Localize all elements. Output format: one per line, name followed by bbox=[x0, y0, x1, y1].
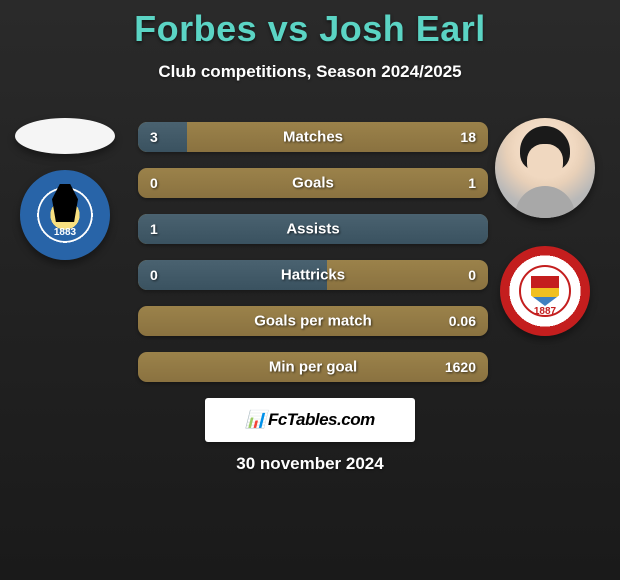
right-column bbox=[490, 118, 600, 336]
stat-label: Goals bbox=[292, 175, 334, 192]
player-left-placeholder bbox=[15, 118, 115, 154]
stat-row-min-per-goal: Min per goal 1620 bbox=[138, 352, 488, 382]
stat-label: Goals per match bbox=[254, 313, 372, 330]
stat-value-left: 0 bbox=[150, 267, 158, 283]
stat-value-right: 0.06 bbox=[449, 313, 476, 329]
stat-row-hattricks: 0 Hattricks 0 bbox=[138, 260, 488, 290]
left-column bbox=[10, 118, 120, 260]
stat-label: Assists bbox=[286, 221, 339, 238]
stat-value-left: 1 bbox=[150, 221, 158, 237]
stat-value-right: 1620 bbox=[445, 359, 476, 375]
stat-row-matches: 3 Matches 18 bbox=[138, 122, 488, 152]
team-crest-right bbox=[500, 246, 590, 336]
stat-value-right: 18 bbox=[460, 129, 476, 145]
stat-value-left: 3 bbox=[150, 129, 158, 145]
stat-label: Hattricks bbox=[281, 267, 345, 284]
fctables-badge: 📊FcTables.com bbox=[205, 398, 415, 442]
stats-list: 3 Matches 18 0 Goals 1 1 Assists 0 Hattr… bbox=[138, 122, 488, 382]
page-title: Forbes vs Josh Earl bbox=[0, 0, 620, 50]
stat-row-assists: 1 Assists bbox=[138, 214, 488, 244]
stat-label: Min per goal bbox=[269, 359, 357, 376]
stat-value-left: 0 bbox=[150, 175, 158, 191]
date-label: 30 november 2024 bbox=[236, 454, 383, 474]
team-crest-left bbox=[20, 170, 110, 260]
player-right-avatar bbox=[495, 118, 595, 218]
chart-icon: 📊 bbox=[245, 410, 266, 430]
stat-fill bbox=[138, 122, 187, 152]
stat-row-goals-per-match: Goals per match 0.06 bbox=[138, 306, 488, 336]
subtitle: Club competitions, Season 2024/2025 bbox=[0, 62, 620, 82]
fctables-logo: 📊FcTables.com bbox=[245, 410, 374, 430]
stat-row-goals: 0 Goals 1 bbox=[138, 168, 488, 198]
stat-value-right: 1 bbox=[468, 175, 476, 191]
stat-label: Matches bbox=[283, 129, 343, 146]
fctables-label: FcTables.com bbox=[268, 410, 375, 429]
stat-value-right: 0 bbox=[468, 267, 476, 283]
